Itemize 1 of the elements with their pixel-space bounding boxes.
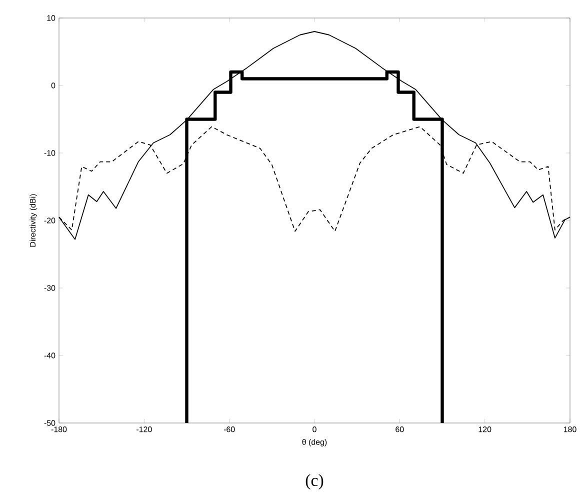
text: (c): [306, 474, 324, 490]
